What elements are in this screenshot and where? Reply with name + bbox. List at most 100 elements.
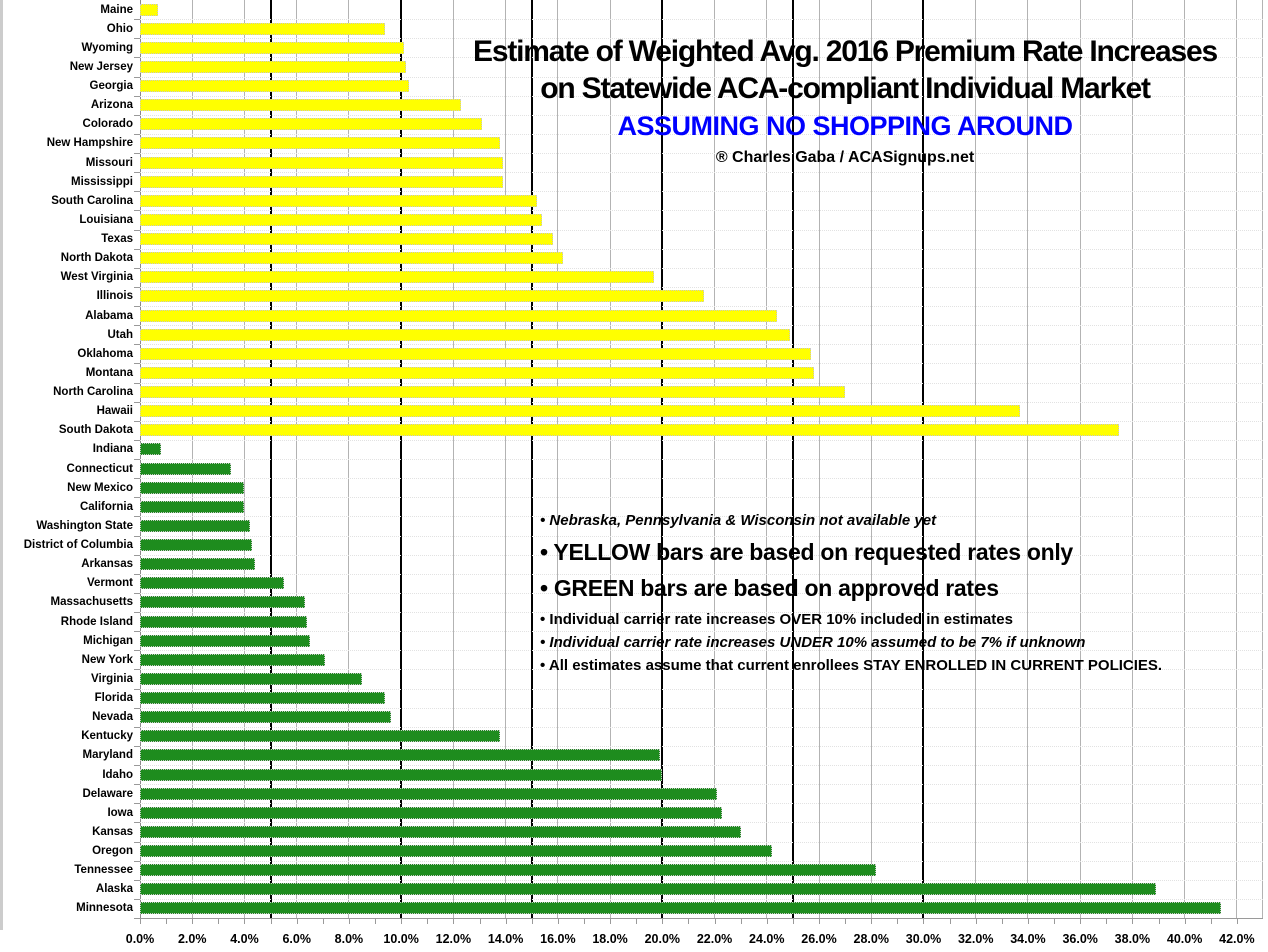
y-axis-tick [134,860,140,862]
y-axis-tick [134,325,140,327]
bar-row: Minnesota [0,899,1268,919]
y-axis-tick [134,382,140,384]
row-separator [140,784,1263,786]
state-label: New York [81,653,133,666]
bar-row: New Mexico [0,478,1268,499]
x-minor-tick [1158,919,1160,924]
bar-row: North Dakota [0,249,1268,269]
x-minor-tick [375,919,377,924]
legend-green-note: • GREEN bars are based on approved rates [540,575,999,601]
state-label: Oregon [92,845,133,858]
bar-row: Colorado [0,115,1268,135]
bar-row: Connecticut [0,459,1268,480]
x-axis-label: 34.0% [1010,932,1046,946]
y-axis-tick [134,631,140,633]
bar-row: Missouri [0,153,1268,174]
state-label: Wyoming [81,41,133,54]
y-axis-tick [134,822,140,824]
x-axis-label: 38.0% [1114,932,1151,946]
y-axis-tick [134,612,140,613]
y-axis-tick [134,306,140,307]
bar-approved [140,902,1222,915]
bar-row: Virginia [0,669,1268,690]
row-separator [140,554,1263,556]
bar-requested [140,194,537,207]
x-minor-tick [662,919,664,924]
state-label: Connecticut [66,462,133,475]
y-axis-tick [134,191,140,193]
row-separator [140,459,1263,460]
y-axis-tick [134,267,140,269]
x-minor-tick [949,919,951,924]
x-minor-tick [871,919,873,924]
x-minor-tick [270,919,272,924]
y-axis-tick [134,76,140,78]
y-axis-tick [134,726,140,728]
state-label: Nevada [92,711,133,724]
x-axis-label: 28.0% [853,932,889,946]
bar-approved [140,539,253,552]
x-minor-tick [322,919,324,924]
y-axis-tick [134,459,140,460]
bar-requested [140,156,504,169]
y-axis-tick [134,497,140,499]
row-separator [140,38,1263,40]
row-separator [140,420,1263,422]
x-minor-tick [1080,919,1082,924]
state-label: Georgia [89,80,133,93]
state-label: Tennessee [74,864,133,877]
x-axis-label: 26.0% [801,932,837,946]
annotations-block: • Nebraska, Pennsylvania & Wisconsin not… [540,512,1260,680]
row-separator [140,363,1263,365]
state-label: South Carolina [51,194,133,207]
chart-title-block: Estimate of Weighted Avg. 2016 Premium R… [445,34,1245,167]
x-minor-tick [845,919,847,924]
y-axis-tick [134,669,140,671]
y-axis-tick [134,535,140,537]
x-minor-tick [140,919,141,924]
state-label: South Dakota [58,424,133,437]
y-axis-tick [134,592,140,594]
bar-requested [140,366,814,379]
bar-row: New Hampshire [0,134,1268,154]
state-label: Maryland [82,749,134,762]
x-axis-label: 2.0% [177,932,207,946]
bar-row: Utah [0,325,1268,346]
state-label: Mississippi [71,175,133,188]
x-minor-tick [479,919,481,924]
x-minor-tick [975,919,977,924]
y-axis-tick [134,688,140,690]
x-axis-label: 24.0% [749,932,785,946]
bar-requested [140,386,846,399]
chart-title-line1: Estimate of Weighted Avg. 2016 Premium R… [473,35,1218,68]
bar-approved [140,577,284,590]
state-label: Utah [107,328,133,341]
x-minor-tick [1210,919,1212,924]
bar-requested [140,99,462,112]
state-label: Delaware [82,787,133,800]
y-axis-tick [134,286,140,288]
bar-row: Washington State [0,516,1268,537]
state-label: West Virginia [60,271,133,284]
state-label: District of Columbia [23,539,133,552]
row-separator [140,439,1263,441]
bar-row: Vermont [0,574,1268,594]
bar-requested [140,233,553,246]
bar-approved [140,596,305,609]
state-label: Iowa [107,806,133,819]
bar-row: Maine [0,0,1268,21]
x-axis-label: 20.0% [644,932,681,946]
row-separator [140,573,1263,575]
y-axis-tick [134,650,140,652]
note-under-10: • Individual carrier rate increases UNDE… [540,634,1086,651]
y-axis-tick [134,57,140,59]
bar-requested [140,80,409,93]
bar-approved [140,806,723,819]
bar-requested [140,271,655,284]
x-minor-tick [557,919,559,924]
row-separator [140,592,1263,594]
row-separator [140,822,1263,824]
bar-approved [140,692,386,705]
row-separator [140,95,1263,97]
bar-requested [140,290,705,303]
